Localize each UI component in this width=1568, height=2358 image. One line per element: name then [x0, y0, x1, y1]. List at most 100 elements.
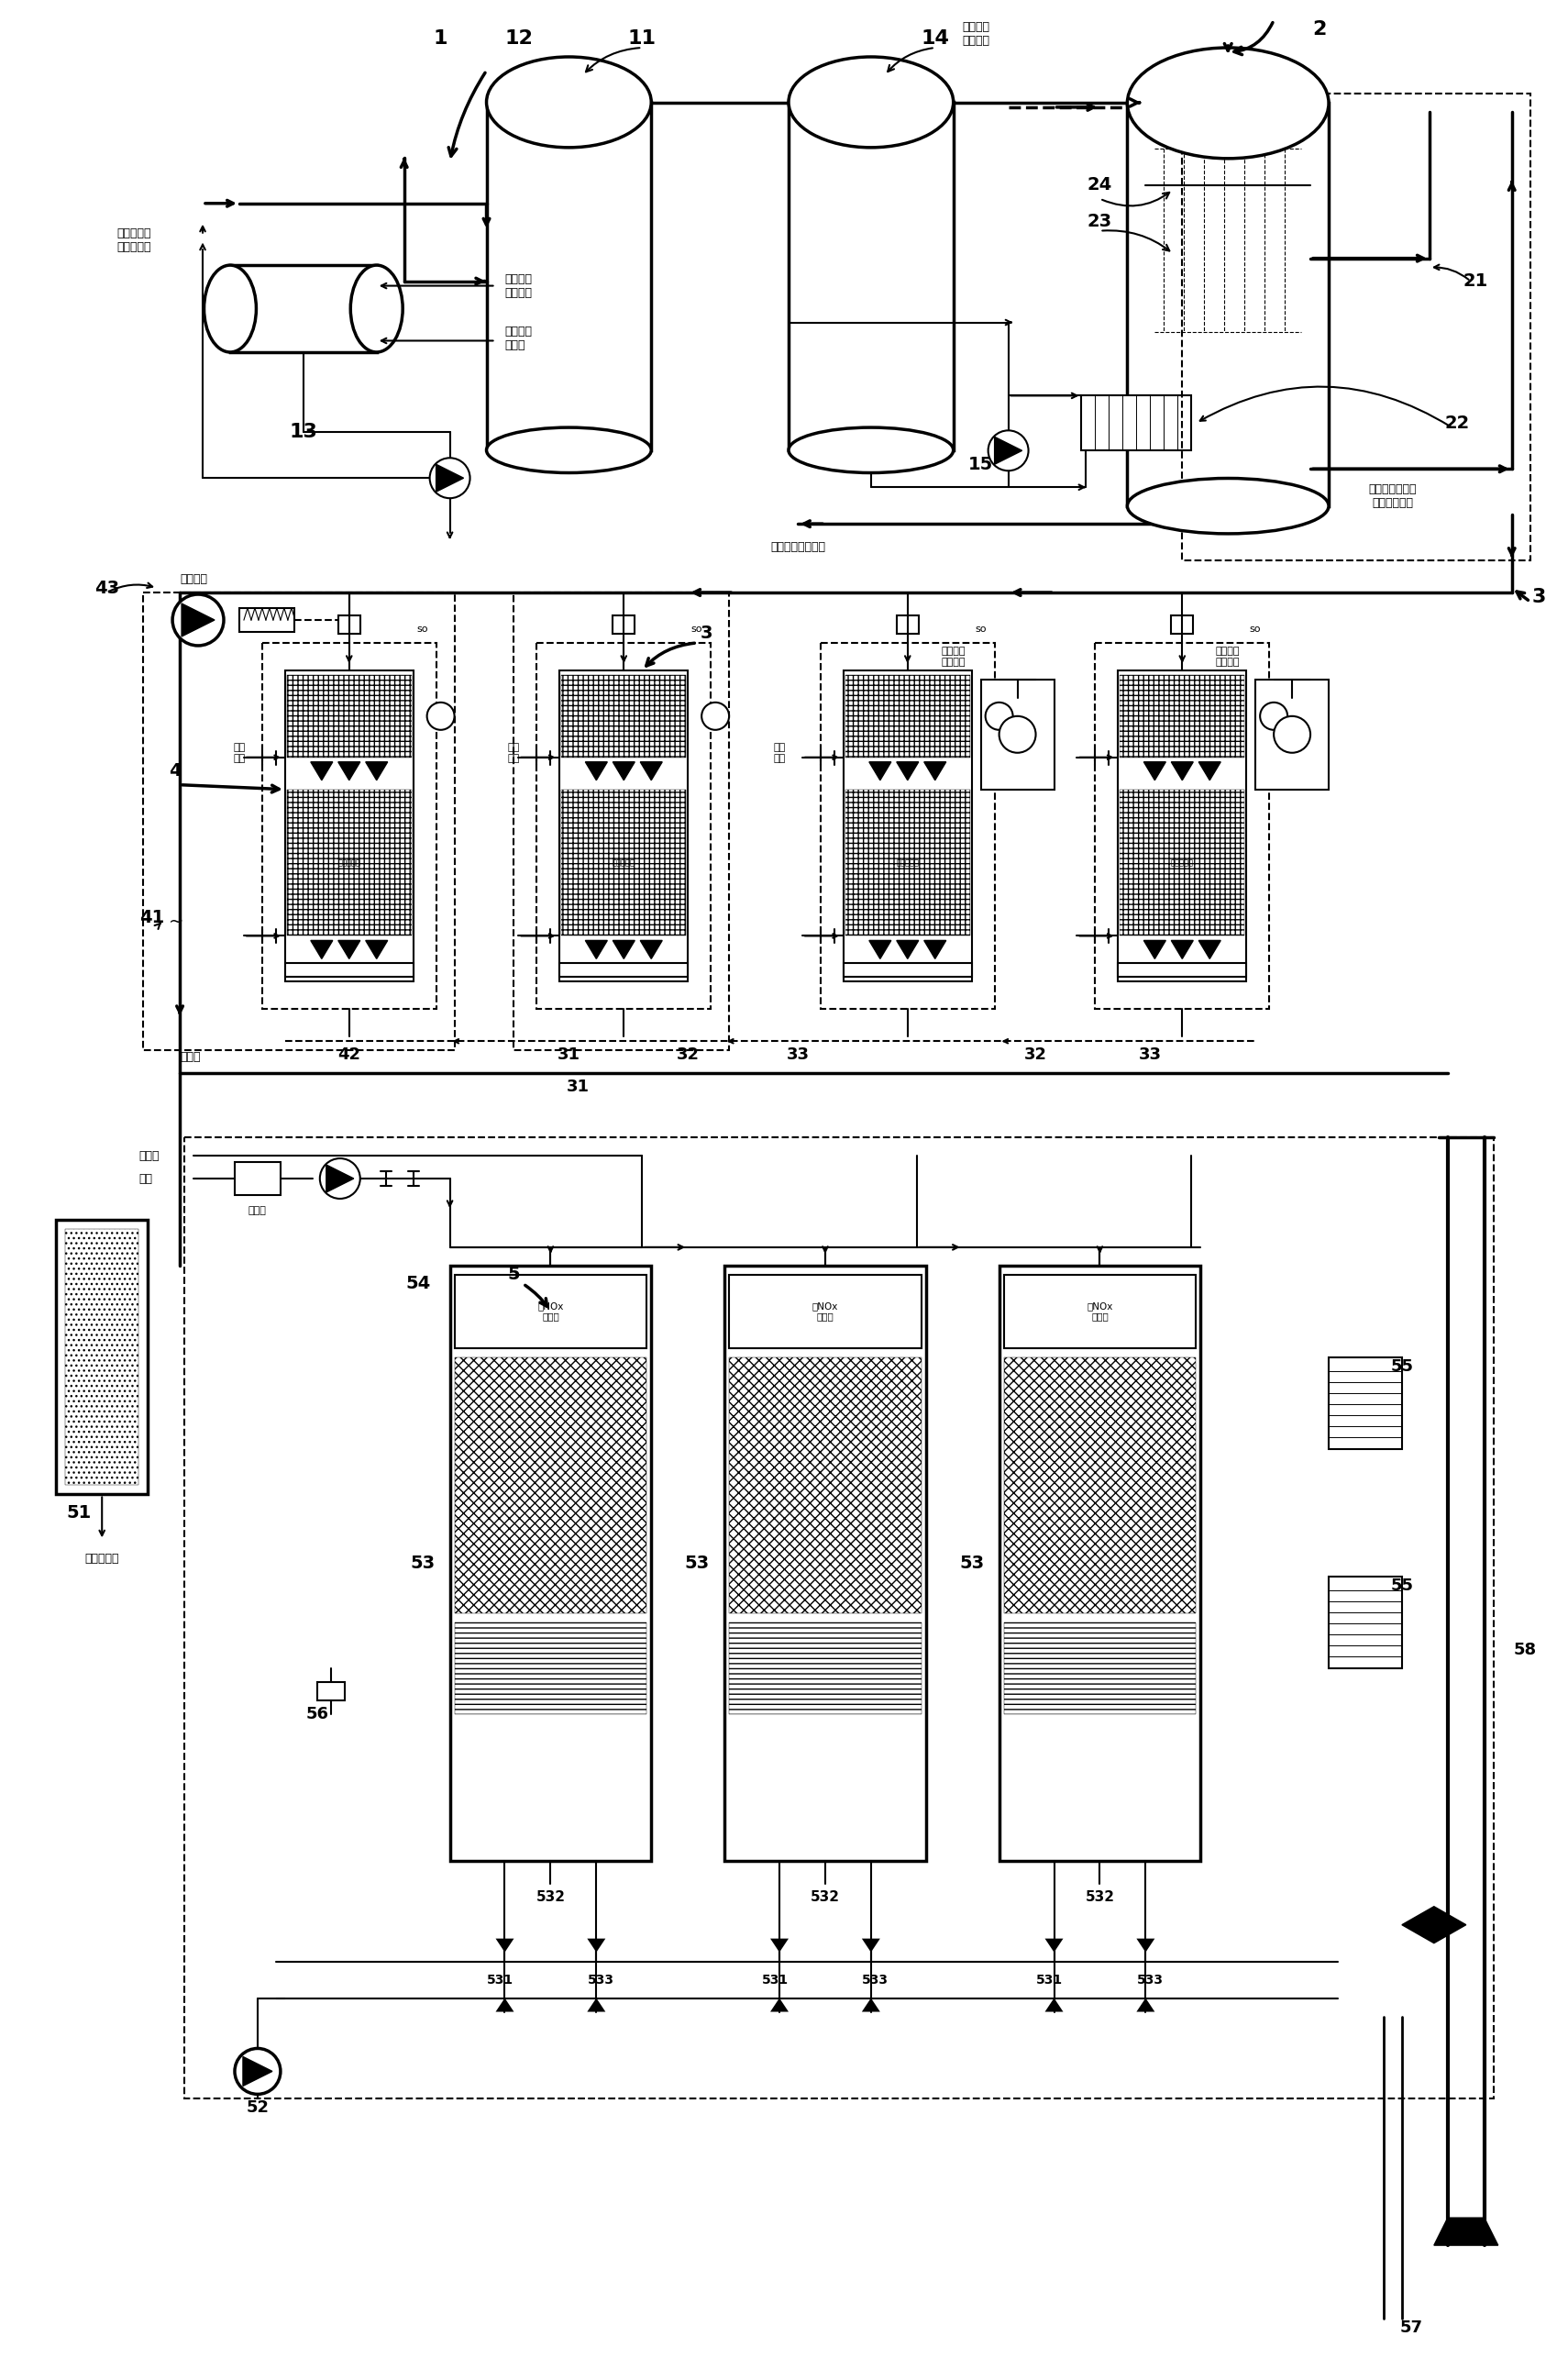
Bar — [561, 674, 687, 757]
Polygon shape — [585, 762, 607, 780]
Circle shape — [235, 2049, 281, 2094]
Text: 32: 32 — [676, 1047, 699, 1063]
Polygon shape — [640, 762, 662, 780]
Bar — [536, 644, 710, 1009]
Polygon shape — [1198, 941, 1220, 960]
Circle shape — [426, 703, 455, 731]
Circle shape — [430, 457, 470, 498]
Circle shape — [985, 703, 1013, 731]
Text: 预处理介质: 预处理介质 — [897, 858, 919, 868]
Bar — [1118, 964, 1247, 976]
Polygon shape — [640, 941, 662, 960]
Text: 31: 31 — [557, 1047, 580, 1063]
Polygon shape — [862, 1997, 880, 2011]
Text: 21: 21 — [1463, 274, 1488, 290]
Bar — [820, 644, 994, 1009]
Circle shape — [1273, 717, 1311, 752]
Text: 55: 55 — [1391, 1578, 1413, 1594]
Bar — [1171, 615, 1193, 634]
Bar — [845, 790, 971, 936]
Text: 57: 57 — [1400, 2320, 1422, 2337]
Text: 15: 15 — [969, 455, 993, 474]
Bar — [1096, 644, 1269, 1009]
Bar — [1118, 670, 1247, 981]
Text: 低压蒸汽来自管网: 低压蒸汽来自管网 — [770, 540, 825, 552]
Bar — [729, 1358, 922, 1613]
Polygon shape — [862, 1938, 880, 1952]
Text: 压缩空气
来自风机: 压缩空气 来自风机 — [963, 21, 989, 47]
Polygon shape — [1044, 1938, 1063, 1952]
Polygon shape — [897, 762, 919, 780]
Text: 53: 53 — [685, 1554, 709, 1573]
Text: so: so — [1250, 625, 1261, 634]
Bar — [982, 679, 1054, 790]
Text: 23: 23 — [1087, 212, 1112, 231]
Ellipse shape — [1127, 479, 1328, 533]
Ellipse shape — [204, 264, 256, 351]
Text: 预处理介质: 预处理介质 — [613, 858, 635, 868]
Polygon shape — [1171, 762, 1193, 780]
Text: 低NOx
燃烧器: 低NOx 燃烧器 — [812, 1302, 839, 1320]
Bar — [845, 674, 971, 757]
Text: 531: 531 — [762, 1974, 789, 1985]
Polygon shape — [897, 941, 919, 960]
Text: 531: 531 — [1036, 1974, 1063, 1985]
Bar — [262, 644, 436, 1009]
Polygon shape — [586, 1938, 605, 1952]
Polygon shape — [1137, 1997, 1154, 2011]
Polygon shape — [495, 1938, 514, 1952]
Text: 532: 532 — [811, 1891, 840, 1905]
Polygon shape — [770, 1997, 789, 2011]
Text: 56: 56 — [306, 1705, 329, 1721]
Text: so: so — [975, 625, 986, 634]
Text: 煤制烯烃
废碱液: 煤制烯烃 废碱液 — [505, 325, 532, 351]
Text: ~: ~ — [169, 913, 183, 931]
Bar — [486, 101, 651, 450]
Text: 3: 3 — [1532, 587, 1546, 606]
Bar — [1004, 1622, 1196, 1714]
Text: 预处理介质: 预处理介质 — [1171, 858, 1193, 868]
Polygon shape — [243, 2056, 273, 2087]
Bar — [560, 964, 688, 976]
Polygon shape — [1198, 762, 1220, 780]
Polygon shape — [365, 762, 387, 780]
Text: 31: 31 — [566, 1078, 590, 1094]
Text: 稀酸溶液
生产给水: 稀酸溶液 生产给水 — [1215, 646, 1240, 667]
Ellipse shape — [789, 427, 953, 474]
Bar — [897, 615, 919, 634]
Text: 42: 42 — [337, 1047, 361, 1063]
Text: 至渣油热裂
解装置回炼: 至渣油热裂 解装置回炼 — [118, 226, 151, 252]
Text: 13: 13 — [289, 422, 318, 441]
Text: 532: 532 — [1085, 1891, 1115, 1905]
Circle shape — [320, 1158, 361, 1198]
Text: 53: 53 — [409, 1554, 434, 1573]
Bar — [230, 264, 376, 351]
Text: so: so — [691, 625, 702, 634]
Polygon shape — [869, 762, 891, 780]
Text: 33: 33 — [1138, 1047, 1162, 1063]
Bar — [66, 1229, 138, 1486]
Polygon shape — [994, 436, 1022, 465]
Polygon shape — [770, 1938, 789, 1952]
Text: 14: 14 — [920, 28, 949, 47]
Polygon shape — [924, 762, 946, 780]
Polygon shape — [326, 1165, 354, 1193]
Text: 生产
给水: 生产 给水 — [773, 743, 786, 762]
Text: 生产
给水: 生产 给水 — [234, 743, 245, 762]
Bar — [287, 674, 411, 757]
Bar — [317, 1681, 345, 1700]
Text: 污水管网: 污水管网 — [180, 573, 207, 585]
Text: 3: 3 — [699, 625, 712, 641]
Text: 22: 22 — [1444, 415, 1469, 432]
Bar — [455, 1622, 646, 1714]
Text: 41: 41 — [140, 908, 165, 927]
Bar — [455, 1276, 646, 1349]
Bar — [560, 670, 688, 981]
Polygon shape — [339, 941, 361, 960]
Bar — [561, 790, 687, 936]
Polygon shape — [310, 762, 332, 780]
Bar — [56, 1219, 147, 1495]
Bar — [1182, 94, 1530, 561]
Circle shape — [1261, 703, 1287, 731]
Bar — [789, 101, 953, 450]
